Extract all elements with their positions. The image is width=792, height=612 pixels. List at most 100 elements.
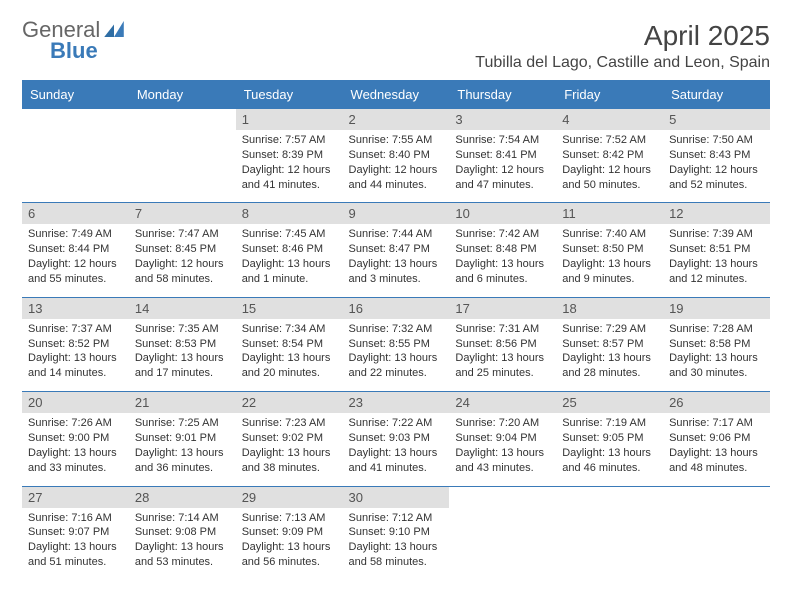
daylight-line1: Daylight: 12 hours xyxy=(242,163,337,178)
sunrise-text: Sunrise: 7:32 AM xyxy=(349,322,444,337)
day-number: 5 xyxy=(663,109,770,131)
sunset-text: Sunset: 8:40 PM xyxy=(349,148,444,163)
day-cell: Sunrise: 7:40 AMSunset: 8:50 PMDaylight:… xyxy=(556,224,663,297)
day-cell: Sunrise: 7:16 AMSunset: 9:07 PMDaylight:… xyxy=(22,508,129,580)
sunrise-text: Sunrise: 7:16 AM xyxy=(28,511,123,526)
day-header: Thursday xyxy=(449,81,556,109)
sunset-text: Sunset: 8:45 PM xyxy=(135,242,230,257)
sunset-text: Sunset: 8:52 PM xyxy=(28,337,123,352)
day-number: 16 xyxy=(343,297,450,319)
day-number: 28 xyxy=(129,486,236,508)
daylight-line2: and 33 minutes. xyxy=(28,461,123,476)
daylight-line2: and 41 minutes. xyxy=(242,178,337,193)
daylight-line2: and 52 minutes. xyxy=(669,178,764,193)
sunrise-text: Sunrise: 7:37 AM xyxy=(28,322,123,337)
day-header: Wednesday xyxy=(343,81,450,109)
day-content-row: Sunrise: 7:57 AMSunset: 8:39 PMDaylight:… xyxy=(22,130,770,203)
day-number-row: 12345 xyxy=(22,109,770,131)
daylight-line1: Daylight: 12 hours xyxy=(135,257,230,272)
sunrise-text: Sunrise: 7:42 AM xyxy=(455,227,550,242)
daylight-line1: Daylight: 13 hours xyxy=(669,446,764,461)
daylight-line2: and 3 minutes. xyxy=(349,272,444,287)
day-number: 12 xyxy=(663,203,770,225)
day-number: 11 xyxy=(556,203,663,225)
sunset-text: Sunset: 9:05 PM xyxy=(562,431,657,446)
sunrise-text: Sunrise: 7:34 AM xyxy=(242,322,337,337)
logo: GeneralBlue xyxy=(22,20,124,62)
day-cell xyxy=(129,130,236,203)
day-number: 10 xyxy=(449,203,556,225)
sunset-text: Sunset: 8:46 PM xyxy=(242,242,337,257)
sunset-text: Sunset: 9:10 PM xyxy=(349,525,444,540)
sunrise-text: Sunrise: 7:50 AM xyxy=(669,133,764,148)
day-number xyxy=(663,486,770,508)
day-number: 3 xyxy=(449,109,556,131)
logo-text-blue: Blue xyxy=(22,41,124,62)
sunrise-text: Sunrise: 7:13 AM xyxy=(242,511,337,526)
day-cell: Sunrise: 7:37 AMSunset: 8:52 PMDaylight:… xyxy=(22,319,129,392)
sunset-text: Sunset: 9:02 PM xyxy=(242,431,337,446)
daylight-line1: Daylight: 13 hours xyxy=(669,351,764,366)
daylight-line2: and 53 minutes. xyxy=(135,555,230,570)
day-cell: Sunrise: 7:14 AMSunset: 9:08 PMDaylight:… xyxy=(129,508,236,580)
daylight-line1: Daylight: 13 hours xyxy=(242,446,337,461)
daylight-line1: Daylight: 13 hours xyxy=(349,446,444,461)
sunrise-text: Sunrise: 7:52 AM xyxy=(562,133,657,148)
sunset-text: Sunset: 8:43 PM xyxy=(669,148,764,163)
day-number-row: 27282930 xyxy=(22,486,770,508)
day-cell: Sunrise: 7:29 AMSunset: 8:57 PMDaylight:… xyxy=(556,319,663,392)
daylight-line2: and 56 minutes. xyxy=(242,555,337,570)
day-header: Tuesday xyxy=(236,81,343,109)
daylight-line2: and 44 minutes. xyxy=(349,178,444,193)
sunrise-text: Sunrise: 7:39 AM xyxy=(669,227,764,242)
daylight-line1: Daylight: 13 hours xyxy=(242,351,337,366)
sunrise-text: Sunrise: 7:57 AM xyxy=(242,133,337,148)
day-number: 6 xyxy=(22,203,129,225)
daylight-line1: Daylight: 13 hours xyxy=(242,257,337,272)
day-cell xyxy=(663,508,770,580)
day-header: Sunday xyxy=(22,81,129,109)
daylight-line2: and 50 minutes. xyxy=(562,178,657,193)
day-cell: Sunrise: 7:49 AMSunset: 8:44 PMDaylight:… xyxy=(22,224,129,297)
day-cell: Sunrise: 7:25 AMSunset: 9:01 PMDaylight:… xyxy=(129,413,236,486)
sunset-text: Sunset: 9:06 PM xyxy=(669,431,764,446)
sunset-text: Sunset: 8:42 PM xyxy=(562,148,657,163)
day-number: 22 xyxy=(236,392,343,414)
sunrise-text: Sunrise: 7:35 AM xyxy=(135,322,230,337)
day-cell: Sunrise: 7:47 AMSunset: 8:45 PMDaylight:… xyxy=(129,224,236,297)
daylight-line1: Daylight: 13 hours xyxy=(28,446,123,461)
daylight-line2: and 38 minutes. xyxy=(242,461,337,476)
daylight-line1: Daylight: 13 hours xyxy=(455,257,550,272)
sunrise-text: Sunrise: 7:29 AM xyxy=(562,322,657,337)
day-number: 17 xyxy=(449,297,556,319)
day-cell: Sunrise: 7:31 AMSunset: 8:56 PMDaylight:… xyxy=(449,319,556,392)
day-number xyxy=(129,109,236,131)
sunrise-text: Sunrise: 7:19 AM xyxy=(562,416,657,431)
sunrise-text: Sunrise: 7:22 AM xyxy=(349,416,444,431)
day-cell xyxy=(556,508,663,580)
day-cell: Sunrise: 7:34 AMSunset: 8:54 PMDaylight:… xyxy=(236,319,343,392)
sunset-text: Sunset: 9:08 PM xyxy=(135,525,230,540)
daylight-line1: Daylight: 13 hours xyxy=(28,351,123,366)
sunrise-text: Sunrise: 7:12 AM xyxy=(349,511,444,526)
day-number: 20 xyxy=(22,392,129,414)
day-number: 13 xyxy=(22,297,129,319)
daylight-line2: and 47 minutes. xyxy=(455,178,550,193)
daylight-line1: Daylight: 13 hours xyxy=(349,540,444,555)
daylight-line2: and 28 minutes. xyxy=(562,366,657,381)
daylight-line2: and 22 minutes. xyxy=(349,366,444,381)
daylight-line1: Daylight: 12 hours xyxy=(28,257,123,272)
day-header-row: Sunday Monday Tuesday Wednesday Thursday… xyxy=(22,81,770,109)
daylight-line1: Daylight: 13 hours xyxy=(562,257,657,272)
day-number: 8 xyxy=(236,203,343,225)
sunset-text: Sunset: 8:44 PM xyxy=(28,242,123,257)
sunset-text: Sunset: 8:47 PM xyxy=(349,242,444,257)
day-number-row: 6789101112 xyxy=(22,203,770,225)
sunset-text: Sunset: 8:41 PM xyxy=(455,148,550,163)
day-number xyxy=(449,486,556,508)
page-header: GeneralBlue April 2025 Tubilla del Lago,… xyxy=(22,20,770,72)
sunset-text: Sunset: 8:54 PM xyxy=(242,337,337,352)
day-cell: Sunrise: 7:45 AMSunset: 8:46 PMDaylight:… xyxy=(236,224,343,297)
daylight-line1: Daylight: 13 hours xyxy=(669,257,764,272)
daylight-line1: Daylight: 13 hours xyxy=(562,446,657,461)
